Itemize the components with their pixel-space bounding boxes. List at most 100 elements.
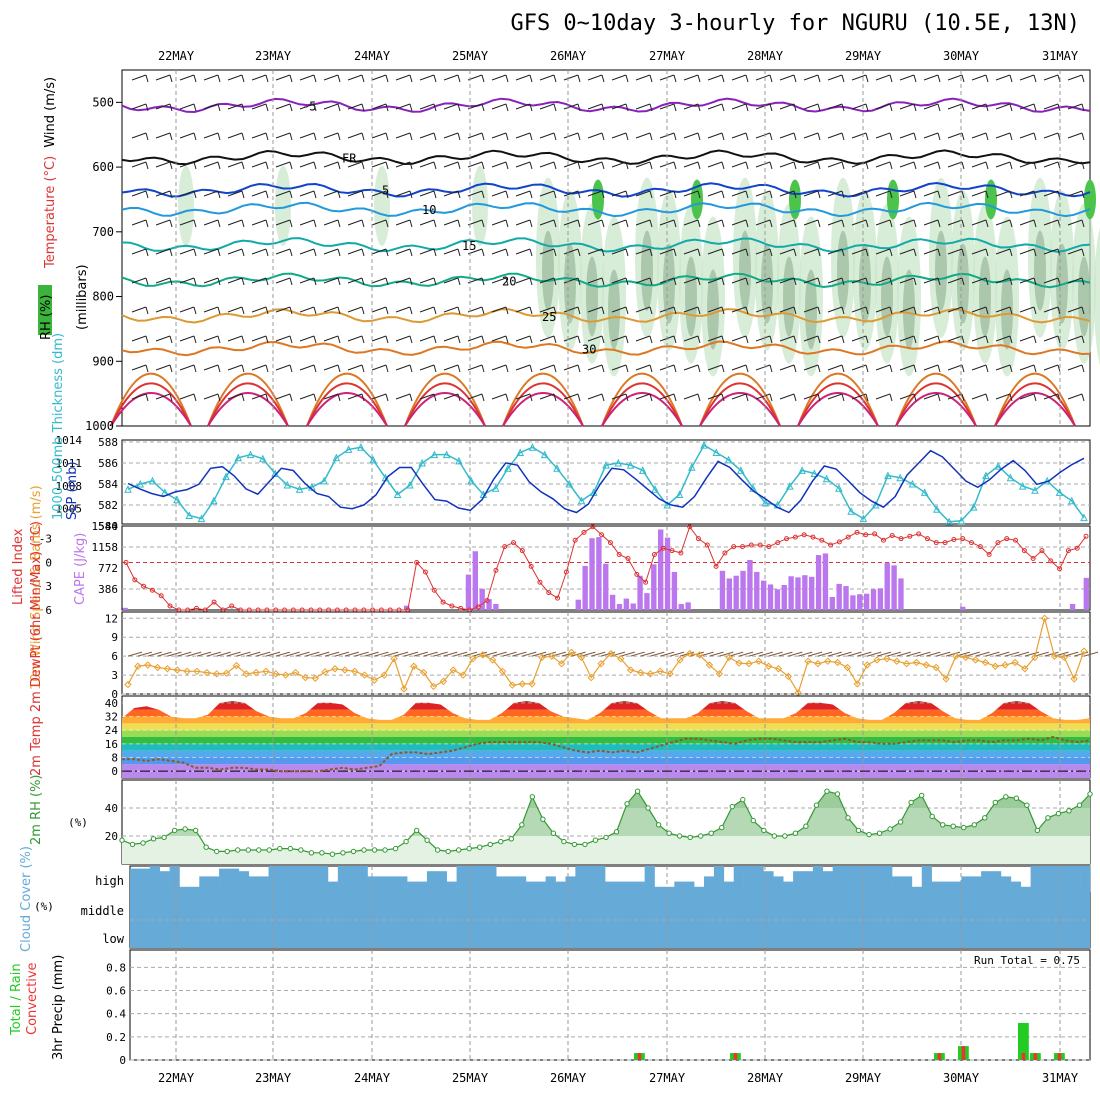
lifted-index-point xyxy=(449,603,455,609)
wind-barb xyxy=(1043,190,1059,197)
date-label-bottom: 24MAY xyxy=(354,1071,391,1085)
wind-barb-flag xyxy=(529,335,533,344)
wind-barb-flag xyxy=(889,161,893,170)
wind10m-barb xyxy=(324,651,340,657)
temperature-label: Temperature (°C) xyxy=(43,156,58,269)
wind-barb xyxy=(731,248,747,255)
wind10m-barb xyxy=(226,651,241,657)
cape-bar xyxy=(836,583,842,610)
wind-barb xyxy=(491,161,507,168)
wind-barb xyxy=(971,306,987,313)
wind-barb xyxy=(827,277,843,284)
lifted-index-point xyxy=(167,603,173,609)
lifted-index-point xyxy=(836,539,842,545)
wind-barb-flag xyxy=(313,219,317,228)
wind-barb-flag xyxy=(529,393,533,402)
wind-barb-flag xyxy=(793,103,797,112)
rh2m-point xyxy=(561,838,567,845)
wind-barb xyxy=(299,219,315,226)
wind-barb xyxy=(563,306,579,313)
temp-contour xyxy=(121,340,1091,357)
wind-barb-flag xyxy=(1081,161,1085,170)
wind-barb-flag xyxy=(889,277,893,286)
temp-tick: 8 xyxy=(111,752,118,765)
rh2m-point xyxy=(1066,808,1072,814)
wind-barb-flag xyxy=(985,364,989,373)
wind-barb xyxy=(179,364,195,371)
wind-barb-flag xyxy=(241,306,245,315)
wind10m-barb xyxy=(512,651,527,657)
wind-barb xyxy=(587,335,603,342)
wind-barb-flag xyxy=(505,190,509,199)
warm-arch xyxy=(306,392,388,427)
li-tick: -3 xyxy=(39,533,52,546)
wind-barb xyxy=(563,248,579,255)
rh2m-point xyxy=(519,822,525,828)
wind-barb-flag xyxy=(817,74,821,83)
wind-barb-flag xyxy=(385,393,389,402)
wind10m-barb xyxy=(719,651,734,657)
cape-bar xyxy=(644,593,650,610)
temp-band xyxy=(122,709,1090,717)
wind-barb-flag xyxy=(337,277,341,286)
wind-barb xyxy=(179,277,195,284)
wind-barb xyxy=(491,306,507,313)
wind-barb-flag xyxy=(1009,364,1013,373)
wind10m-point xyxy=(755,657,763,665)
wind-barb-flag xyxy=(1009,219,1013,228)
cloud-high-bar xyxy=(921,866,932,892)
lifted-index-point xyxy=(784,536,790,542)
wind-barb xyxy=(371,161,387,168)
wind-barb xyxy=(611,248,627,255)
wind-barb-flag xyxy=(457,219,461,228)
warm-arch xyxy=(404,392,486,427)
rh-shade xyxy=(275,165,291,246)
wind-barb xyxy=(203,103,219,110)
wind-barb xyxy=(1067,219,1083,226)
wind-barb-flag xyxy=(841,132,845,141)
cloud-high-bar xyxy=(456,866,467,892)
wind-barb-flag xyxy=(241,364,245,373)
wind-barb xyxy=(131,103,147,110)
wind-barb xyxy=(275,161,291,168)
wind-barb xyxy=(635,364,651,371)
wind-barb xyxy=(443,103,459,110)
wind-barb-flag xyxy=(169,364,173,373)
wind-barb-flag xyxy=(577,74,581,83)
wind-barb xyxy=(251,364,267,371)
rh-shade-dark xyxy=(979,256,991,337)
wind-barb xyxy=(515,132,531,139)
wind-barb-flag xyxy=(985,335,989,344)
rh2m-point xyxy=(403,838,409,845)
wind-barb xyxy=(947,74,963,81)
thickness-point xyxy=(700,441,708,449)
wind-barb xyxy=(131,306,147,313)
wind-barb-flag xyxy=(841,248,845,257)
lifted-index-point xyxy=(695,536,701,542)
wind-barb-flag xyxy=(481,74,485,83)
wind-barb xyxy=(323,132,339,139)
wind-barb-flag xyxy=(481,103,485,112)
wind-barb xyxy=(155,248,171,255)
rh2m-point xyxy=(666,830,672,836)
wind-barb xyxy=(371,219,387,226)
lifted-index-point xyxy=(1065,548,1071,554)
wind-barb xyxy=(803,277,819,284)
lifted-index-point xyxy=(766,544,772,550)
rh2m-point xyxy=(424,837,430,843)
wind10m-point xyxy=(656,667,664,675)
wind10m-point xyxy=(469,654,477,663)
wind-barb xyxy=(1043,103,1059,110)
wind-barb xyxy=(179,335,195,342)
wind-barb-flag xyxy=(841,161,845,170)
wind10m-point xyxy=(262,667,270,675)
wind-barb xyxy=(443,393,459,400)
thickness-point xyxy=(994,462,1003,470)
wind-barb xyxy=(539,103,555,110)
rh-shade-dark xyxy=(761,243,773,324)
wind-barb xyxy=(275,74,291,81)
wind-barb-flag xyxy=(313,74,317,83)
wind-barb xyxy=(275,393,291,400)
wind10m-barb xyxy=(462,651,478,657)
